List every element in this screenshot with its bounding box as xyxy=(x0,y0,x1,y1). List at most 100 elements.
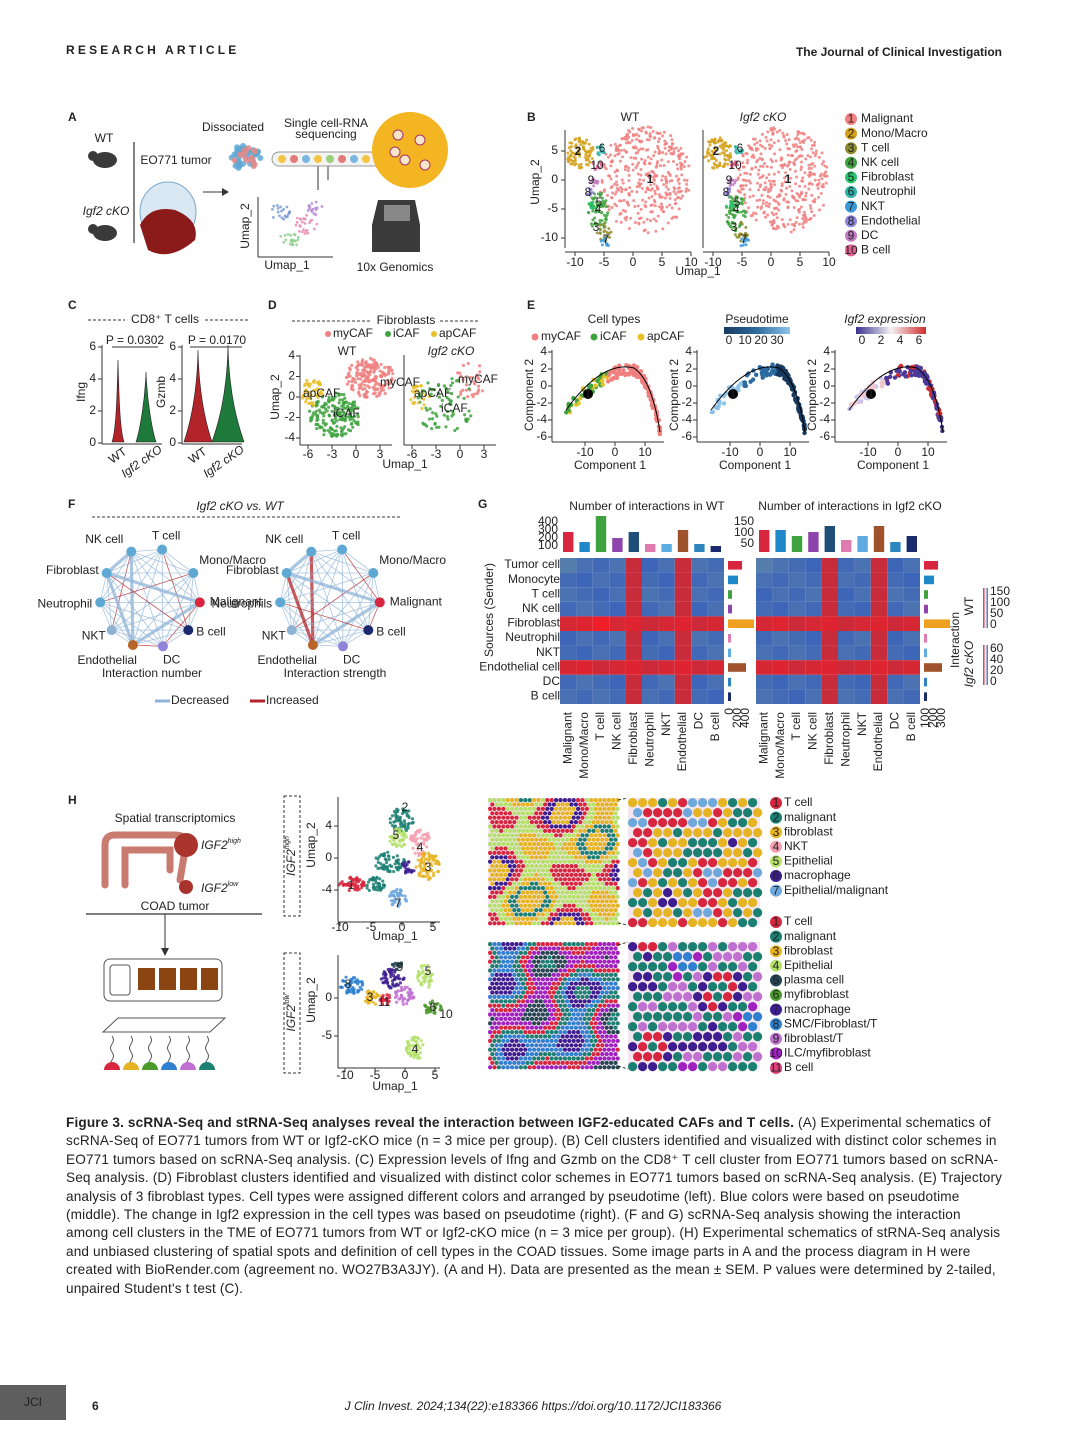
cell-point xyxy=(371,378,375,383)
cell-point xyxy=(795,216,799,220)
heatmap-cell xyxy=(854,587,871,602)
spatial-spot xyxy=(492,850,497,856)
label: 10 xyxy=(684,255,698,269)
cell-point xyxy=(368,356,373,360)
spatial-spot xyxy=(708,878,718,888)
label: 10 xyxy=(783,445,797,459)
spatial-spot xyxy=(488,886,493,891)
spatial-spot xyxy=(633,828,643,838)
cell-point xyxy=(402,819,407,823)
cell-point xyxy=(603,225,607,229)
cell-point xyxy=(801,225,805,229)
bar-decor xyxy=(906,536,917,552)
cell-point xyxy=(341,402,346,406)
cell-point xyxy=(621,181,625,185)
spatial-spot xyxy=(545,815,550,820)
spatial-spot xyxy=(591,890,596,895)
spatial-spot xyxy=(658,898,668,908)
spatial-spot xyxy=(569,846,574,851)
cell-point xyxy=(427,985,431,989)
cell-point xyxy=(435,425,439,429)
heatmap-cell xyxy=(642,601,659,617)
cell-point xyxy=(279,205,283,209)
spatial-spot xyxy=(523,903,528,908)
cell-point xyxy=(801,176,805,180)
spatial-spot xyxy=(523,877,528,882)
spatial-spot xyxy=(582,837,587,842)
spatial-spot xyxy=(532,868,537,873)
cell-point xyxy=(637,134,641,138)
spatial-spot xyxy=(540,824,546,829)
spatial-spot xyxy=(521,811,526,816)
cell-point xyxy=(347,371,351,375)
spatial-spot xyxy=(598,806,603,812)
spatial-spot xyxy=(593,859,598,864)
spatial-spot xyxy=(518,921,524,926)
cell-point xyxy=(347,380,351,384)
node-label: NK cell xyxy=(85,532,123,546)
cell-point xyxy=(897,369,902,374)
spatial-spot xyxy=(611,886,616,891)
spatial-spot xyxy=(615,903,620,908)
spatial-spot xyxy=(591,908,596,913)
cell-point xyxy=(376,860,380,864)
spatial-spot xyxy=(543,855,548,860)
cell-point xyxy=(642,161,646,165)
heatmap-cell xyxy=(788,689,806,704)
cell-point xyxy=(377,881,381,886)
cell-point xyxy=(656,214,660,218)
collection-tube xyxy=(372,112,448,188)
label: 10 xyxy=(921,445,935,459)
heatmap-cell xyxy=(854,601,871,617)
cell-point xyxy=(670,206,674,210)
spatial-spot xyxy=(549,894,554,900)
cell-point xyxy=(407,993,412,997)
spatial-spot xyxy=(540,842,546,847)
cell-point xyxy=(742,240,746,244)
cell-point xyxy=(310,218,314,222)
cell-point xyxy=(639,168,643,172)
cell-point xyxy=(335,419,339,423)
cell-point xyxy=(368,379,372,384)
cell-point xyxy=(822,160,826,164)
spatial-spot xyxy=(598,842,603,847)
label: 0 xyxy=(288,389,295,403)
spatial-spot xyxy=(534,837,539,842)
label: 0 xyxy=(551,172,558,186)
cell-point xyxy=(394,859,399,863)
label: 7 xyxy=(848,199,855,213)
spatial-spot xyxy=(494,846,499,851)
spatial-spot xyxy=(606,815,612,820)
cell-point xyxy=(641,198,645,202)
cell-point xyxy=(353,378,357,382)
cell-point xyxy=(805,218,809,222)
bar-tick: 50 xyxy=(741,536,755,550)
cell-point xyxy=(726,155,730,159)
heatmap-cell xyxy=(887,660,904,675)
spatial-spot xyxy=(540,850,546,856)
spatial-spot xyxy=(536,903,541,908)
row-label: Neutrophil xyxy=(505,630,560,644)
cell-point xyxy=(635,132,639,136)
spatial-spot xyxy=(615,912,620,917)
cell-point xyxy=(755,181,759,185)
spatial-spot xyxy=(688,878,698,888)
spatial-spot xyxy=(683,888,693,898)
label: -3 xyxy=(431,447,442,461)
cell-point xyxy=(619,199,623,203)
cell-point xyxy=(751,153,755,157)
cell-point xyxy=(635,190,639,194)
node-label: T cell xyxy=(152,529,180,543)
cell-point xyxy=(754,218,758,222)
spatial-spot xyxy=(509,868,515,873)
spatial-spot xyxy=(503,820,508,825)
cell-point xyxy=(242,155,249,162)
cell-point xyxy=(400,845,404,849)
cluster-label: 9 xyxy=(588,173,595,187)
spatial-spot xyxy=(571,824,576,829)
cell-point xyxy=(761,174,765,178)
spatial-spot xyxy=(505,859,510,864)
spatial-spot xyxy=(587,872,592,878)
spatial-spot xyxy=(490,899,495,904)
heatmap-cell xyxy=(821,645,838,661)
